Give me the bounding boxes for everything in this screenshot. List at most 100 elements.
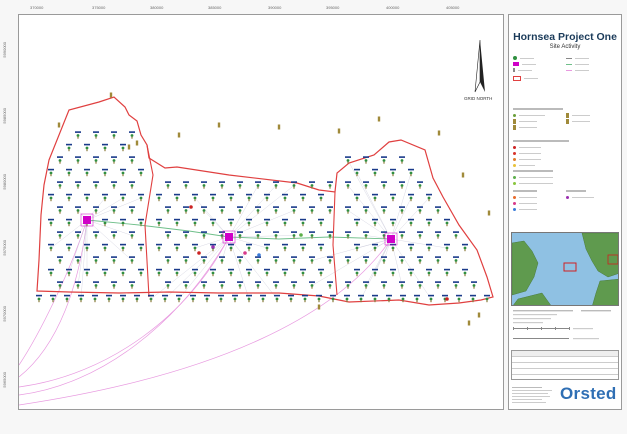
- turbine-label: [435, 206, 441, 208]
- turbine-label: [93, 181, 99, 183]
- turbine-icon: [428, 222, 431, 225]
- turbine-icon: [131, 284, 134, 287]
- turbine-icon: [59, 234, 62, 237]
- turbine-icon: [221, 184, 224, 187]
- turbine-label: [183, 231, 189, 233]
- small-print-lines: [512, 386, 558, 406]
- turbine-marker: [419, 287, 420, 289]
- turbine-icon: [158, 272, 161, 275]
- turbine-label: [66, 144, 72, 146]
- turbine-icon: [360, 298, 363, 301]
- turbine-marker: [176, 224, 177, 226]
- turbine-marker: [419, 237, 420, 239]
- turbine-marker: [419, 212, 420, 214]
- turbine-marker: [472, 300, 473, 302]
- turbine-label: [129, 181, 135, 183]
- turbine-marker: [122, 174, 123, 176]
- turbine-marker: [410, 199, 411, 201]
- turbine-marker: [59, 237, 60, 239]
- turbine-label: [165, 281, 171, 283]
- turbine-icon: [221, 284, 224, 287]
- turbine-icon: [234, 298, 237, 301]
- turbine-label: [381, 206, 387, 208]
- turbine-label: [190, 295, 196, 297]
- left-tick-label: 5975000: [2, 240, 7, 256]
- turbine-label: [129, 131, 135, 133]
- turbine-marker: [185, 187, 186, 189]
- map-subtitle: Site Activity: [509, 44, 621, 50]
- turbine-icon: [50, 172, 53, 175]
- turbine-label: [174, 194, 180, 196]
- turbine-marker: [131, 262, 132, 264]
- turbine-marker: [203, 287, 204, 289]
- turbine-marker: [320, 274, 321, 276]
- turbine-label: [93, 206, 99, 208]
- overview-inset-map[interactable]: [511, 232, 619, 306]
- turbine-marker: [220, 300, 221, 302]
- turbine-label: [363, 231, 369, 233]
- turbine-marker: [356, 224, 357, 226]
- turbine-marker: [94, 300, 95, 302]
- turbine-label: [75, 231, 81, 233]
- turbine-label: [165, 256, 171, 258]
- turbine-marker: [131, 187, 132, 189]
- turbine-label: [318, 269, 324, 271]
- turbine-label: [129, 256, 135, 258]
- turbine-label: [120, 219, 126, 221]
- turbine-label: [435, 256, 441, 258]
- turbine-label: [162, 295, 168, 297]
- turbine-marker: [284, 274, 285, 276]
- turbine-icon: [430, 298, 433, 301]
- turbine-label: [390, 169, 396, 171]
- turbine-icon: [122, 147, 125, 150]
- export-cables: [19, 220, 391, 405]
- turbine-icon: [329, 259, 332, 262]
- turbine-marker: [158, 249, 159, 251]
- top-tick-label: 405000: [446, 5, 459, 10]
- turbine-label: [210, 269, 216, 271]
- turbine-label: [138, 244, 144, 246]
- turbine-marker: [212, 274, 213, 276]
- turbine-label: [78, 295, 84, 297]
- turbine-marker: [455, 287, 456, 289]
- turbine-icon: [136, 298, 139, 301]
- grid-north-label: GRID NORTH: [464, 96, 492, 101]
- turbine-marker: [302, 249, 303, 251]
- turbine-marker: [104, 274, 105, 276]
- turbine-icon: [284, 272, 287, 275]
- turbine-icon: [402, 298, 405, 301]
- turbine-icon: [329, 234, 332, 237]
- turbine-icon: [68, 197, 71, 200]
- turbine-marker: [234, 300, 235, 302]
- turbine-icon: [266, 247, 269, 250]
- turbine-icon: [248, 272, 251, 275]
- turbine-marker: [77, 237, 78, 239]
- main-map[interactable]: [18, 14, 504, 410]
- turbine-label: [219, 206, 225, 208]
- turbine-icon: [293, 209, 296, 212]
- turbine-marker: [95, 237, 96, 239]
- turbine-label: [408, 169, 414, 171]
- turbine-icon: [104, 197, 107, 200]
- turbine-icon: [113, 159, 116, 162]
- turbine-label: [372, 295, 378, 297]
- turbine-icon: [131, 184, 134, 187]
- turbine-label: [255, 256, 261, 258]
- turbine-label: [102, 169, 108, 171]
- turbine-icon: [472, 298, 475, 301]
- turbine-icon: [311, 209, 314, 212]
- turbine-marker: [212, 199, 213, 201]
- turbine-marker: [329, 212, 330, 214]
- turbine-marker: [212, 224, 213, 226]
- turbine-label: [138, 194, 144, 196]
- turbine-label: [219, 281, 225, 283]
- turbine-marker: [122, 274, 123, 276]
- turbine-marker: [275, 262, 276, 264]
- turbine-label: [176, 295, 182, 297]
- turbine-icon: [131, 209, 134, 212]
- substation-icon: [83, 216, 91, 224]
- turbine-marker: [178, 300, 179, 302]
- turbine-marker: [293, 287, 294, 289]
- turbine-icon: [275, 284, 278, 287]
- turbine-label: [204, 295, 210, 297]
